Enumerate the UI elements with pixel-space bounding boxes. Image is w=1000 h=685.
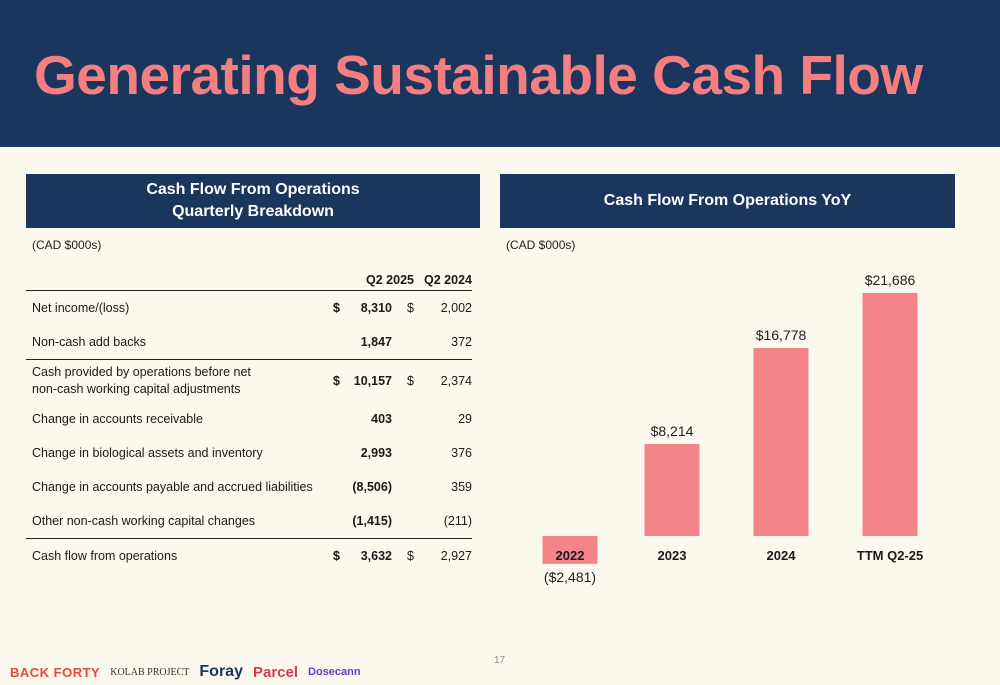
table-row: Other non-cash working capital changes (1…: [26, 504, 472, 539]
bar-0: [542, 536, 598, 564]
row-label-text: Change in biological assets and inventor…: [32, 445, 263, 460]
table-row: Change in accounts payable and accrued l…: [26, 470, 472, 504]
value-q2-2025: (8,506): [352, 480, 392, 494]
title-banner: Generating Sustainable Cash Flow: [0, 0, 1000, 147]
row-label-text: Non-cash add backs: [32, 334, 146, 349]
row-label: Other non-cash working capital changes: [26, 504, 322, 539]
table-row: Change in accounts receivable 403 29: [26, 402, 472, 436]
value-q2-2024: 372: [451, 335, 472, 349]
right-panel-heading: Cash Flow From Operations YoY: [500, 174, 955, 228]
category-label: 2024: [767, 548, 797, 563]
table-row: Cash flow from operations $3,632 $2,927: [26, 538, 472, 573]
value-q2-2024: 2,927: [414, 538, 472, 573]
value-q2-2025: (1,415): [352, 514, 392, 528]
currency-q2-2024: [392, 436, 414, 470]
value-q2-2025: 3,632: [340, 538, 392, 573]
row-label: Cash provided by operations before net no…: [26, 359, 322, 402]
currency-q2-2025: [322, 504, 340, 539]
category-label: TTM Q2-25: [857, 548, 923, 563]
left-panel-heading: Cash Flow From Operations Quarterly Brea…: [26, 174, 480, 228]
logo-kolab-project: KOLAB PROJECT: [110, 666, 190, 678]
currency-q2-2024: [392, 470, 414, 504]
left-unit-label: (CAD $000s): [32, 238, 102, 252]
row-label-text: Change in accounts receivable: [32, 411, 203, 426]
currency-q2-2025: $: [322, 290, 340, 325]
row-label: Non-cash add backs: [26, 325, 322, 360]
currency-q2-2025: $: [322, 538, 340, 573]
logo-foray: Foray: [199, 663, 243, 680]
row-label-text: Change in accounts payable and accrued l…: [32, 479, 313, 494]
currency-q2-2024: [392, 325, 414, 360]
value-q2-2024: 376: [451, 446, 472, 460]
table-row: Non-cash add backs 1,847 372: [26, 325, 472, 360]
category-label: 2023: [658, 548, 687, 563]
value-q2-2025: 403: [371, 412, 392, 426]
value-q2-2024: (211): [443, 514, 472, 528]
logo-back-forty: BACK FORTY: [10, 664, 101, 680]
row-label: Net income/(loss): [26, 290, 322, 325]
currency-q2-2024: $: [392, 538, 414, 573]
row-label-text: Other non-cash working capital changes: [32, 513, 256, 528]
currency-q2-2025: $: [322, 359, 340, 402]
logo-parcel: Parcel: [252, 663, 299, 681]
cash-flow-yoy-chart: ($2,481) 2022 $8,214 2023 $16,778 2024 $21,686…: [542, 272, 923, 585]
row-label-text: Net income/(loss): [32, 300, 130, 315]
currency-q2-2025: [322, 325, 340, 360]
value-q2-2025: 10,157: [340, 359, 392, 402]
currency-q2-2024: $: [392, 290, 414, 325]
right-heading-text: Cash Flow From Operations YoY: [603, 192, 852, 209]
value-q2-2024: 2,374: [414, 359, 472, 402]
bar-1: [644, 443, 700, 536]
data-label: $21,686: [865, 272, 916, 288]
category-label: 2022: [556, 548, 585, 563]
table-row: Cash provided by operations before net no…: [26, 359, 472, 402]
value-q2-2025: 2,993: [360, 446, 392, 460]
data-label: ($2,481): [544, 569, 596, 585]
cash-flow-table: Q2 2025 Q2 2024 Net income/(loss) $8,310 $…: [26, 270, 472, 573]
row-label: Change in accounts receivable: [26, 402, 322, 436]
bar-3: [862, 293, 918, 536]
col-header-q2-2025: Q2 2025: [340, 270, 414, 291]
table-row: Net income/(loss) $8,310 $2,002: [26, 290, 472, 325]
currency-q2-2025: [322, 470, 340, 504]
currency-q2-2025: [322, 402, 340, 436]
row-label-text: Cash flow from operations: [32, 548, 178, 563]
value-q2-2025: 1,847: [360, 335, 392, 349]
currency-q2-2024: $: [392, 359, 414, 402]
row-label-text: Cash provided by operations before net: [32, 365, 251, 379]
value-q2-2024: 2,002: [414, 290, 472, 325]
table-row: Change in biological assets and inventor…: [26, 436, 472, 470]
value-q2-2024: 359: [451, 480, 472, 494]
left-heading-line1: Cash Flow From Operations: [146, 181, 360, 198]
row-label: Change in accounts payable and accrued l…: [26, 470, 322, 504]
currency-q2-2025: [322, 436, 340, 470]
bar-2: [753, 347, 809, 536]
left-heading-line2: Quarterly Breakdown: [172, 203, 334, 220]
currency-q2-2024: [392, 504, 414, 539]
data-label: $8,214: [651, 423, 694, 439]
col-header-q2-2024: Q2 2024: [414, 270, 472, 291]
brand-logos: BACK FORTY KOLAB PROJECT Foray Parcel Do…: [10, 662, 361, 682]
row-label: Cash flow from operations: [26, 538, 322, 573]
currency-q2-2024: [392, 402, 414, 436]
right-unit-label: (CAD $000s): [506, 238, 576, 252]
page-title: Generating Sustainable Cash Flow: [34, 44, 923, 106]
page-number: 17: [494, 655, 506, 666]
table-header-row: Q2 2025 Q2 2024: [26, 270, 472, 291]
value-q2-2025: 8,310: [340, 290, 392, 325]
data-label: $16,778: [756, 327, 807, 343]
value-q2-2024: 29: [458, 412, 472, 426]
logo-dosecann: Dosecann: [308, 666, 361, 678]
row-label: Change in biological assets and inventor…: [26, 436, 322, 470]
row-label-text-line2: non-cash working capital adjustments: [32, 382, 241, 396]
